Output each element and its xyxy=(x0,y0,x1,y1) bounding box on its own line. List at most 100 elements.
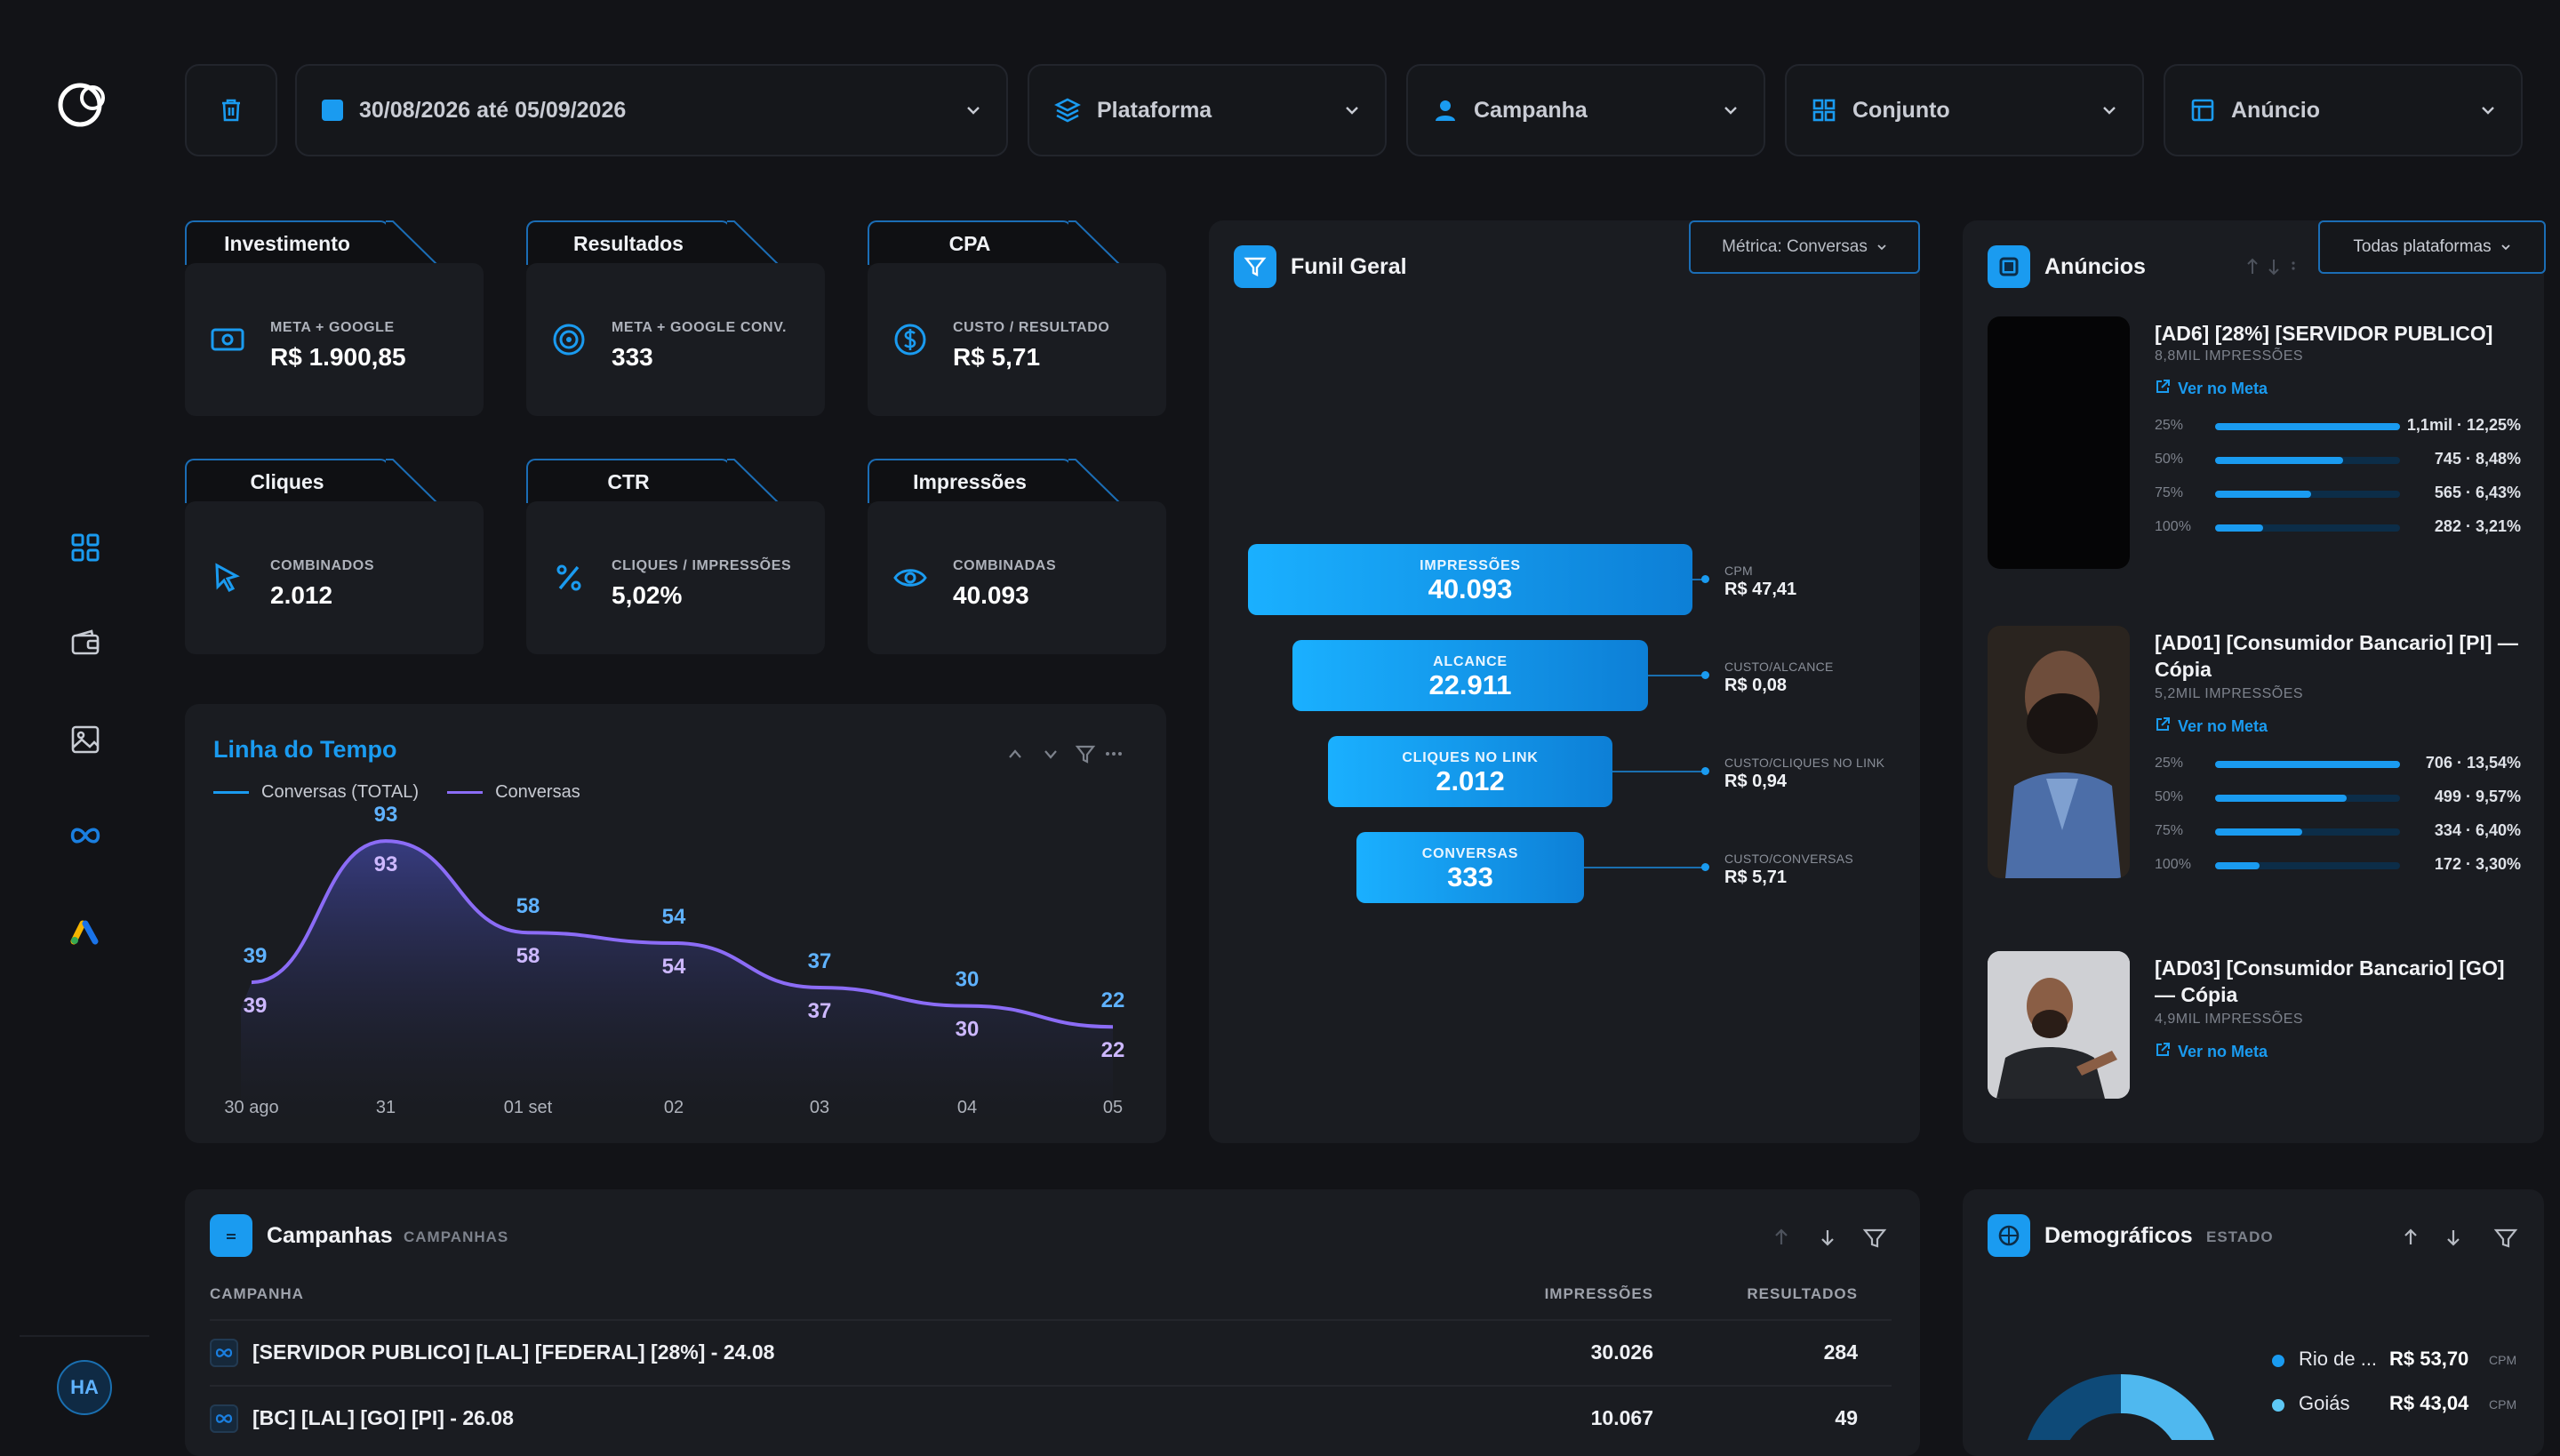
funnel-connector-dot xyxy=(1701,767,1709,775)
filter-icon[interactable] xyxy=(2493,1228,2518,1248)
more-icon[interactable] xyxy=(1106,752,1122,756)
sort-up-icon[interactable] xyxy=(1775,1228,1788,1244)
retention-value: 745 · 8,48% xyxy=(2434,450,2521,468)
retention-bar-track xyxy=(2215,862,2400,869)
funnel-stage-label: CLIQUES NO LINK xyxy=(1402,750,1539,765)
funnel-icon xyxy=(1244,257,1267,276)
view-on-meta-label: Ver no Meta xyxy=(2178,380,2268,397)
funnel-stage-value: 40.093 xyxy=(1428,573,1513,604)
layout-icon xyxy=(2191,99,2214,122)
kpi-tab-corner xyxy=(1068,220,1124,266)
kpi-value: 2.012 xyxy=(270,581,333,609)
date-range-label: 30/08/2026 até 05/09/2026 xyxy=(359,97,627,123)
retention-bar-fill xyxy=(2215,828,2302,836)
retention-value: 706 · 13,54% xyxy=(2425,754,2521,772)
eye-icon xyxy=(892,560,928,596)
ad-thumbnail-1[interactable] xyxy=(1988,316,2130,569)
external-link-icon xyxy=(2155,716,2171,737)
funnel-cost-label: CUSTO/CONVERSAS xyxy=(1724,852,1854,866)
more-vertical-icon xyxy=(2292,261,2295,270)
funnel-stage-bar[interactable]: CONVERSAS 333 xyxy=(1356,832,1584,903)
ad-filter[interactable]: Anúncio xyxy=(2164,64,2523,156)
data-label-conversas: 58 xyxy=(516,944,540,968)
app-logo-icon[interactable] xyxy=(57,80,110,128)
funnel-metric-select[interactable]: Métrica: Conversas xyxy=(1689,220,1920,274)
data-label-conversas: 30 xyxy=(956,1018,980,1042)
grid-icon xyxy=(1812,99,1836,122)
column-header-results[interactable]: RESULTADOS xyxy=(1747,1285,1858,1302)
date-range-filter[interactable]: 30/08/2026 até 05/09/2026 xyxy=(295,64,1008,156)
ad-title[interactable]: [AD01] [Consumidor Bancario] [PI] — Cópi… xyxy=(2155,631,2518,681)
adset-filter[interactable]: Conjunto xyxy=(1785,64,2144,156)
sort-down-icon[interactable] xyxy=(2447,1230,2460,1246)
clear-filters-button[interactable] xyxy=(185,64,277,156)
legend-label-total: Conversas (TOTAL) xyxy=(261,782,420,802)
ad-impressions: 5,2MIL IMPRESSÕES xyxy=(2155,686,2304,701)
demographic-value: R$ 53,70 xyxy=(2389,1348,2469,1370)
funnel-stage-label: ALCANCE xyxy=(1433,654,1508,669)
wallet-icon[interactable] xyxy=(69,628,101,660)
funnel-stage-bar[interactable]: ALCANCE 22.911 xyxy=(1292,640,1648,711)
user-avatar[interactable]: HA xyxy=(57,1360,112,1415)
campaigns-badge xyxy=(210,1214,252,1257)
campaigns-title: Campanhas xyxy=(267,1223,393,1248)
column-header-campaign[interactable]: CAMPANHA xyxy=(210,1285,304,1302)
funnel-stage-label: CONVERSAS xyxy=(1421,846,1519,861)
x-tick-label: 02 xyxy=(664,1098,684,1117)
column-header-impressions[interactable]: IMPRESSÕES xyxy=(1544,1285,1653,1302)
timeline-toolbar xyxy=(1006,740,1122,766)
view-on-meta-link[interactable]: Ver no Meta xyxy=(2155,379,2268,399)
chevron-down-icon[interactable] xyxy=(1044,750,1057,759)
funnel-cost-label: CUSTO/CLIQUES NO LINK xyxy=(1724,756,1885,770)
funnel-stage-bar[interactable]: CLIQUES NO LINK 2.012 xyxy=(1328,736,1612,807)
kpi-card: META + GOOGLE R$ 1.900,85 xyxy=(185,263,484,416)
view-on-meta-link[interactable]: Ver no Meta xyxy=(2155,716,2268,737)
campaign-name[interactable]: [BC] [LAL] [GO] [PI] - 26.08 xyxy=(252,1406,514,1429)
funnel-stage-bar[interactable]: IMPRESSÕES 40.093 xyxy=(1248,544,1692,615)
platform-label: Plataforma xyxy=(1097,97,1212,123)
ad-title[interactable]: [AD03] [Consumidor Bancario] [GO] — Cópi… xyxy=(2155,956,2505,1006)
retention-percent-label: 50% xyxy=(2155,452,2184,467)
ad-grid-icon xyxy=(1999,257,2019,276)
sort-down-icon[interactable] xyxy=(1821,1230,1834,1246)
platform-filter[interactable]: Plataforma xyxy=(1028,64,1387,156)
demographics-title: Demográficos xyxy=(2044,1223,2193,1248)
ad-thumbnail-3[interactable] xyxy=(1988,951,2130,1099)
data-label-conversas: 54 xyxy=(662,955,686,979)
dashboard-grid-icon[interactable] xyxy=(69,532,101,564)
chevron-down-icon xyxy=(2103,107,2116,115)
ad-thumbnail-2[interactable] xyxy=(1988,626,2130,878)
filter-icon[interactable] xyxy=(1862,1228,1887,1248)
google-ads-icon[interactable] xyxy=(69,916,101,948)
kpi-card: META + GOOGLE CONV. 333 xyxy=(526,263,825,416)
funnel-connector-dot xyxy=(1701,575,1709,583)
cursor-icon xyxy=(210,560,245,596)
view-on-meta-link[interactable]: Ver no Meta xyxy=(2155,1042,2268,1062)
ad-title[interactable]: [AD6] [28%] [SERVIDOR PUBLICO] xyxy=(2155,322,2493,345)
filter-icon[interactable] xyxy=(1075,745,1096,764)
funnel-metric-label: Métrica: Conversas xyxy=(1722,237,1868,256)
retention-percent-label: 75% xyxy=(2155,823,2184,838)
campaign-filter[interactable]: Campanha xyxy=(1406,64,1765,156)
image-gallery-icon[interactable] xyxy=(69,724,101,756)
campaign-results: 49 xyxy=(1835,1406,1858,1429)
chevron-down-icon xyxy=(1877,244,1886,251)
globe-icon xyxy=(1998,1225,2020,1246)
campaign-name[interactable]: [SERVIDOR PUBLICO] [LAL] [FEDERAL] [28%]… xyxy=(252,1340,775,1364)
kpi-subtitle: META + GOOGLE CONV. xyxy=(612,320,788,335)
demographics-badge xyxy=(1988,1214,2030,1257)
sidebar-divider xyxy=(20,1335,149,1337)
external-link-icon xyxy=(2155,1042,2171,1062)
trash-icon xyxy=(222,99,240,122)
retention-bar-track xyxy=(2215,457,2400,464)
sort-up-icon[interactable] xyxy=(2404,1228,2417,1244)
ads-platform-select[interactable]: Todas plataformas xyxy=(2318,220,2546,274)
timeline-title: Linha do Tempo xyxy=(213,736,397,763)
chevron-up-icon[interactable] xyxy=(1009,749,1021,758)
dollar-circle-icon xyxy=(892,322,928,357)
kpi-value: 5,02% xyxy=(612,581,683,609)
chevron-down-icon xyxy=(1724,107,1737,115)
ads-sort-controls[interactable] xyxy=(2245,254,2308,279)
meta-infinity-icon[interactable] xyxy=(69,820,101,852)
meta-infinity-icon xyxy=(210,1404,238,1433)
